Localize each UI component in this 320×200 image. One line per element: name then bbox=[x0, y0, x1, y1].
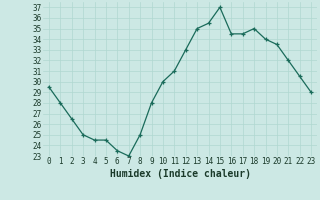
X-axis label: Humidex (Indice chaleur): Humidex (Indice chaleur) bbox=[109, 169, 251, 179]
